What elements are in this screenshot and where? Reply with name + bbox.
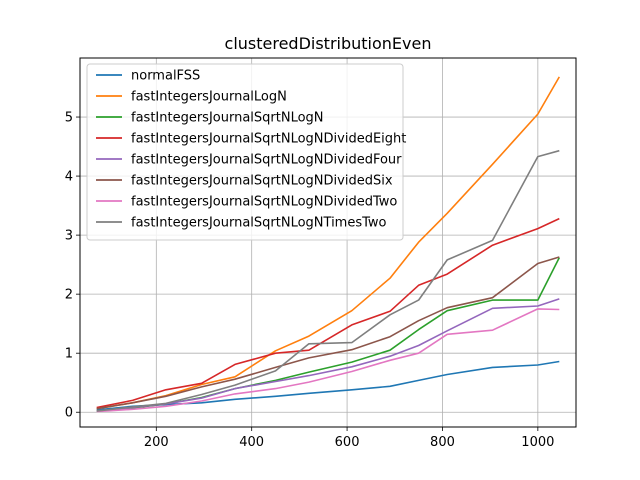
legend: normalFSS fastIntegersJournalLogN fastInte… [86,63,406,241]
series-line-fastIntegersJournalSqrtNLogNDividedTwo [96,308,560,413]
x-tick-label: 600 [335,435,360,450]
y-tick-label: 5 [65,111,73,126]
legend-label: fastIntegersJournalSqrtNLogNDividedFour [131,153,402,168]
series-lines [96,76,561,413]
legend-box [86,63,404,241]
series-line-normalFSS [96,360,560,411]
x-tick-label: 400 [239,435,264,450]
x-tick-label: 800 [430,435,455,450]
legend-label: fastIntegersJournalSqrtNLogNDividedEight [131,132,406,147]
legend-label: fastIntegersJournalSqrtNLogNDividedSix [131,174,393,189]
legend-label: fastIntegersJournalLogN [131,90,287,105]
y-tick-label: 1 [65,347,73,362]
y-tick-label: 0 [65,406,73,421]
y-tick-label: 3 [65,229,73,244]
series-line-fastIntegersJournalLogN [96,76,560,410]
legend-label: fastIntegersJournalSqrtNLogN [131,111,324,126]
legend-label: fastIntegersJournalSqrtNLogNDividedTwo [131,195,397,210]
axis-ticks: 200 400 600 800 1000 0 1 2 3 4 5 [65,111,555,450]
legend-label: normalFSS [131,69,200,84]
series-line-fastIntegersJournalSqrtNLogNTimesTwo [96,149,560,412]
series-line-fastIntegersJournalSqrtNLogNDividedSix [96,256,560,410]
series-line-fastIntegersJournalSqrtNLogNDividedEight [96,217,560,409]
y-tick-label: 4 [65,170,73,185]
chart-title: clusteredDistributionEven [225,34,432,53]
series-line-fastIntegersJournalSqrtNLogNDividedFour [96,298,560,412]
legend-label: fastIntegersJournalSqrtNLogNTimesTwo [131,216,387,231]
x-tick-label: 200 [144,435,169,450]
plot-frame [79,57,577,428]
y-tick-label: 2 [65,288,73,303]
x-tick-label: 1000 [521,435,554,450]
